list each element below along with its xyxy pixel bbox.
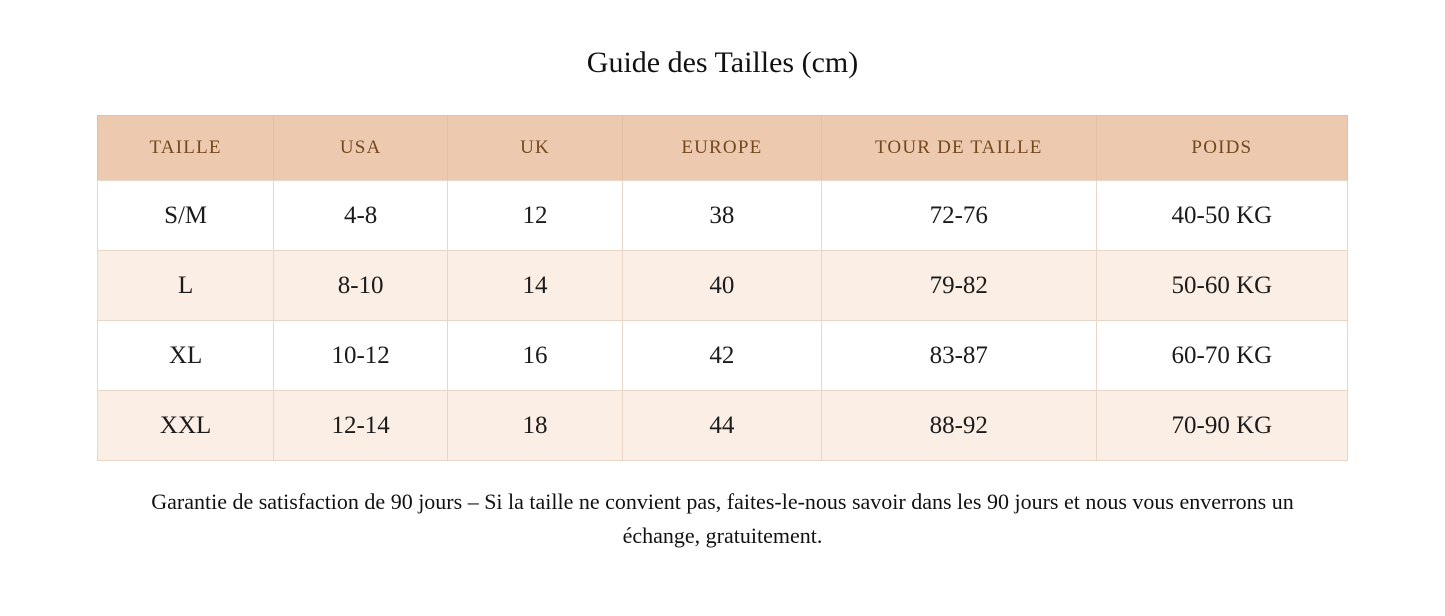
column-header-tour-de-taille: TOUR DE TAILLE [820, 115, 1097, 181]
table-cell: 70-90 KG [1095, 390, 1349, 461]
table-cell: XL [96, 320, 275, 391]
table-cell: 8-10 [273, 250, 448, 321]
size-guide-table: TAILLE USA UK EUROPE TOUR DE TAILLE POID… [96, 115, 1349, 461]
table-row-xl: XL 10-12 16 42 83-87 60-70 KG [96, 320, 1349, 391]
table-cell: 60-70 KG [1095, 320, 1349, 391]
table-cell: 79-82 [820, 250, 1097, 321]
table-cell: L [96, 250, 275, 321]
column-header-usa: USA [273, 115, 448, 181]
table-cell: 40 [622, 250, 822, 321]
column-header-poids: POIDS [1095, 115, 1349, 181]
table-cell: 12-14 [273, 390, 448, 461]
table-cell: 12 [447, 180, 623, 251]
table-cell: S/M [96, 180, 275, 251]
table-cell: 4-8 [273, 180, 448, 251]
column-header-europe: EUROPE [622, 115, 822, 181]
table-cell: 10-12 [273, 320, 448, 391]
table-cell: 14 [447, 250, 623, 321]
table-cell: 88-92 [820, 390, 1097, 461]
table-cell: 50-60 KG [1095, 250, 1349, 321]
table-cell: 72-76 [820, 180, 1097, 251]
guarantee-text: Garantie de satisfaction de 90 jours – S… [151, 489, 1294, 548]
table-cell: 38 [622, 180, 822, 251]
table-cell: 16 [447, 320, 623, 391]
table-row-sm: S/M 4-8 12 38 72-76 40-50 KG [96, 180, 1349, 251]
column-header-uk: UK [447, 115, 623, 181]
table-row-xxl: XXL 12-14 18 44 88-92 70-90 KG [96, 390, 1349, 461]
table-cell: 40-50 KG [1095, 180, 1349, 251]
table-cell: 44 [622, 390, 822, 461]
table-cell: XXL [96, 390, 275, 461]
table-row-l: L 8-10 14 40 79-82 50-60 KG [96, 250, 1349, 321]
table-cell: 83-87 [820, 320, 1097, 391]
table-cell: 42 [622, 320, 822, 391]
page-title: Guide des Tailles (cm) [586, 46, 859, 79]
table-cell: 18 [447, 390, 623, 461]
table-header-row: TAILLE USA UK EUROPE TOUR DE TAILLE POID… [96, 115, 1349, 181]
column-header-taille: TAILLE [96, 115, 275, 181]
